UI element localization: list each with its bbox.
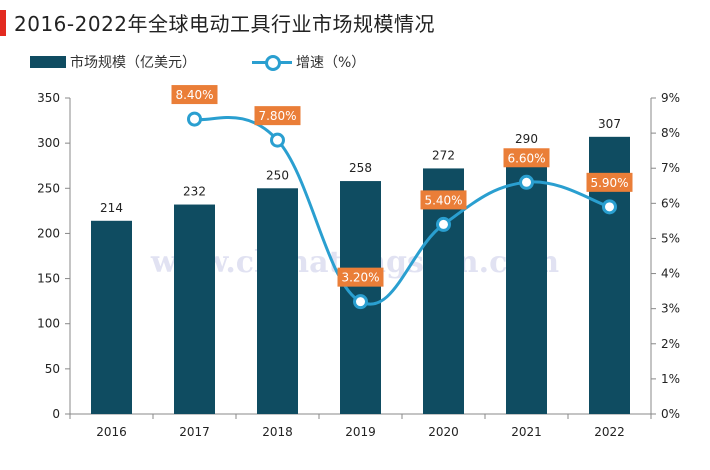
- growth-label-box: [254, 106, 301, 126]
- legend-bar-label: 市场规模（亿美元）: [70, 55, 196, 71]
- left-tick-label: 50: [45, 362, 60, 376]
- right-tick-label: 0%: [661, 407, 680, 421]
- bar: [174, 204, 215, 414]
- bar-value-label: 214: [100, 201, 123, 215]
- x-tick-label: 2019: [345, 425, 376, 439]
- left-tick-label: 250: [37, 181, 60, 195]
- growth-point: [353, 294, 368, 310]
- growth-point: [519, 174, 534, 190]
- right-tick-label: 7%: [661, 161, 680, 175]
- growth-value-label: 7.80%: [258, 109, 296, 123]
- legend-bar-swatch: [30, 56, 66, 68]
- growth-point: [270, 132, 285, 148]
- growth-value-label: 3.20%: [341, 271, 379, 285]
- right-tick-label: 6%: [661, 196, 680, 210]
- bar: [91, 220, 132, 414]
- right-tick-label: 2%: [661, 337, 680, 351]
- bar-value-label: 232: [183, 185, 206, 199]
- growth-point: [187, 111, 202, 127]
- x-tick-label: 2022: [594, 425, 625, 439]
- bar-value-label: 258: [349, 161, 372, 175]
- x-tick-label: 2021: [511, 425, 542, 439]
- left-tick-label: 200: [37, 226, 60, 240]
- bar-value-label: 272: [432, 148, 455, 162]
- x-tick-label: 2016: [96, 425, 127, 439]
- right-tick-label: 1%: [661, 372, 680, 386]
- x-tick-label: 2018: [262, 425, 293, 439]
- growth-label-box: [503, 148, 550, 168]
- x-tick-label: 2017: [179, 425, 210, 439]
- chart-title: 2016-2022年全球电动工具行业市场规模情况: [14, 12, 436, 36]
- growth-label-box: [171, 85, 218, 105]
- right-tick-label: 5%: [661, 231, 680, 245]
- bar-value-label: 250: [266, 168, 289, 182]
- bar-value-label: 307: [598, 117, 621, 131]
- left-tick-label: 0: [52, 407, 60, 421]
- growth-point: [602, 199, 617, 215]
- bar-value-label: 290: [515, 132, 538, 146]
- bar: [257, 188, 298, 414]
- bar: [506, 152, 547, 414]
- title-accent-bar: [0, 10, 6, 36]
- right-tick-label: 3%: [661, 302, 680, 316]
- right-tick-label: 8%: [661, 126, 680, 140]
- right-tick-label: 9%: [661, 91, 680, 105]
- legend: 市场规模（亿美元） 增速（%）: [30, 52, 365, 72]
- x-tick-label: 2020: [428, 425, 459, 439]
- left-tick-label: 300: [37, 136, 60, 150]
- growth-value-label: 5.40%: [424, 193, 462, 207]
- right-tick-label: 4%: [661, 267, 680, 281]
- growth-point: [436, 216, 451, 232]
- growth-value-label: 5.90%: [590, 176, 628, 190]
- growth-label-box: [586, 172, 633, 192]
- growth-value-label: 6.60%: [507, 151, 545, 165]
- left-tick-label: 100: [37, 317, 60, 331]
- left-tick-label: 150: [37, 272, 60, 286]
- legend-line-label: 增速（%）: [296, 55, 366, 71]
- legend-line-swatch: [252, 54, 292, 71]
- growth-label-box: [420, 190, 467, 210]
- growth-value-label: 8.40%: [175, 88, 213, 102]
- left-tick-label: 350: [37, 91, 60, 105]
- growth-label-box: [337, 267, 384, 287]
